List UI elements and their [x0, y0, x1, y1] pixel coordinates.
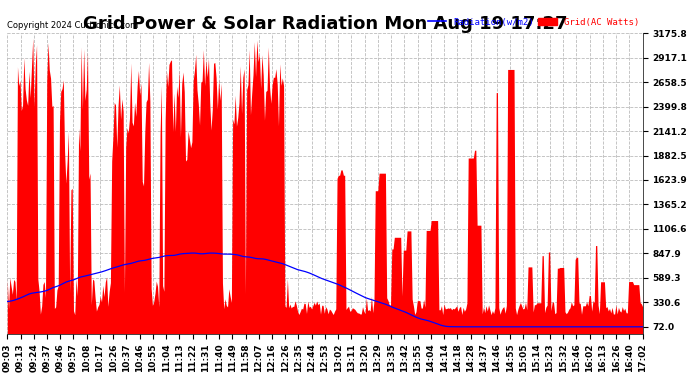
- Text: Copyright 2024 Curtronics.com: Copyright 2024 Curtronics.com: [8, 21, 139, 30]
- Title: Grid Power & Solar Radiation Mon Aug 19 17:27: Grid Power & Solar Radiation Mon Aug 19 …: [83, 15, 567, 33]
- Legend: Radiation(w/m2), Grid(AC Watts): Radiation(w/m2), Grid(AC Watts): [424, 14, 642, 30]
